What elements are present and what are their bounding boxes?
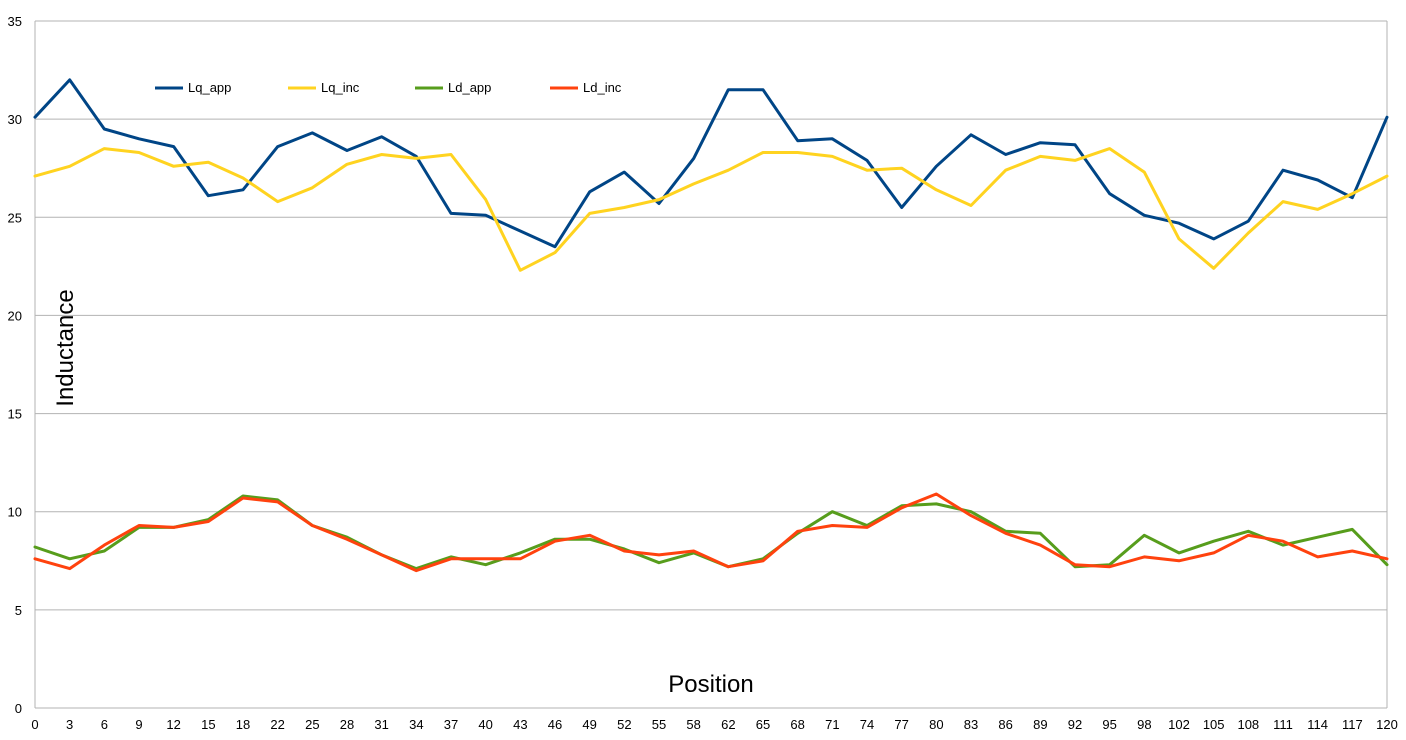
series-line-lq-inc — [33, 147, 1389, 272]
y-tick-label: 20 — [8, 308, 22, 323]
legend-item: Ld_inc — [550, 80, 622, 95]
x-tick-label: 74 — [860, 717, 874, 732]
y-axis-label: Inductance — [52, 289, 79, 406]
y-tick-label: 15 — [8, 407, 22, 422]
x-tick-label: 55 — [652, 717, 666, 732]
x-tick-label: 114 — [1307, 717, 1328, 732]
x-tick-label: 0 — [31, 717, 38, 732]
x-tick-label: 117 — [1342, 717, 1363, 732]
series-line-ld-inc — [33, 492, 1389, 573]
legend-label: Lq_app — [188, 80, 231, 95]
y-tick-label: 0 — [15, 701, 22, 716]
x-tick-label: 98 — [1137, 717, 1151, 732]
x-tick-label: 58 — [686, 717, 700, 732]
x-tick-label: 37 — [444, 717, 458, 732]
x-tick-label: 40 — [478, 717, 492, 732]
x-tick-label: 89 — [1033, 717, 1047, 732]
x-tick-label: 28 — [340, 717, 354, 732]
x-tick-label: 12 — [166, 717, 180, 732]
y-tick-label: 35 — [8, 14, 22, 29]
x-tick-label: 15 — [201, 717, 215, 732]
legend-item: Ld_app — [415, 80, 491, 95]
x-tick-label: 80 — [929, 717, 943, 732]
x-axis-label: Position — [668, 671, 753, 698]
x-tick-label: 49 — [582, 717, 596, 732]
legend-label: Ld_inc — [583, 80, 622, 95]
x-tick-label: 62 — [721, 717, 735, 732]
x-tick-label: 83 — [964, 717, 978, 732]
legend-label: Ld_app — [448, 80, 491, 95]
x-tick-label: 105 — [1203, 717, 1225, 732]
x-tick-label: 92 — [1068, 717, 1082, 732]
x-tick-label: 6 — [101, 717, 108, 732]
y-tick-label: 30 — [8, 112, 22, 127]
x-tick-label: 86 — [998, 717, 1012, 732]
x-tick-label: 68 — [790, 717, 804, 732]
legend-item: Lq_app — [155, 80, 231, 95]
legend-label: Lq_inc — [321, 80, 360, 95]
x-tick-label: 9 — [135, 717, 142, 732]
x-tick-label: 120 — [1376, 717, 1398, 732]
x-tick-label: 25 — [305, 717, 319, 732]
x-tick-label: 95 — [1102, 717, 1116, 732]
x-tick-label: 34 — [409, 717, 423, 732]
x-tick-label: 71 — [825, 717, 839, 732]
series-line-lq-app — [33, 78, 1389, 249]
y-tick-label: 5 — [15, 603, 22, 618]
x-tick-label: 102 — [1168, 717, 1190, 732]
y-tick-label: 25 — [8, 210, 22, 225]
x-tick-label: 43 — [513, 717, 527, 732]
x-tick-label: 31 — [374, 717, 388, 732]
x-tick-label: 77 — [894, 717, 908, 732]
x-tick-label: 65 — [756, 717, 770, 732]
x-tick-label: 46 — [548, 717, 562, 732]
x-tick-label: 22 — [270, 717, 284, 732]
y-tick-label: 10 — [8, 505, 22, 520]
x-tick-label: 3 — [66, 717, 73, 732]
x-tick-label: 18 — [236, 717, 250, 732]
x-tick-label: 108 — [1237, 717, 1259, 732]
legend-item: Lq_inc — [288, 80, 360, 95]
x-tick-label: 52 — [617, 717, 631, 732]
x-tick-label: 111 — [1273, 717, 1293, 732]
